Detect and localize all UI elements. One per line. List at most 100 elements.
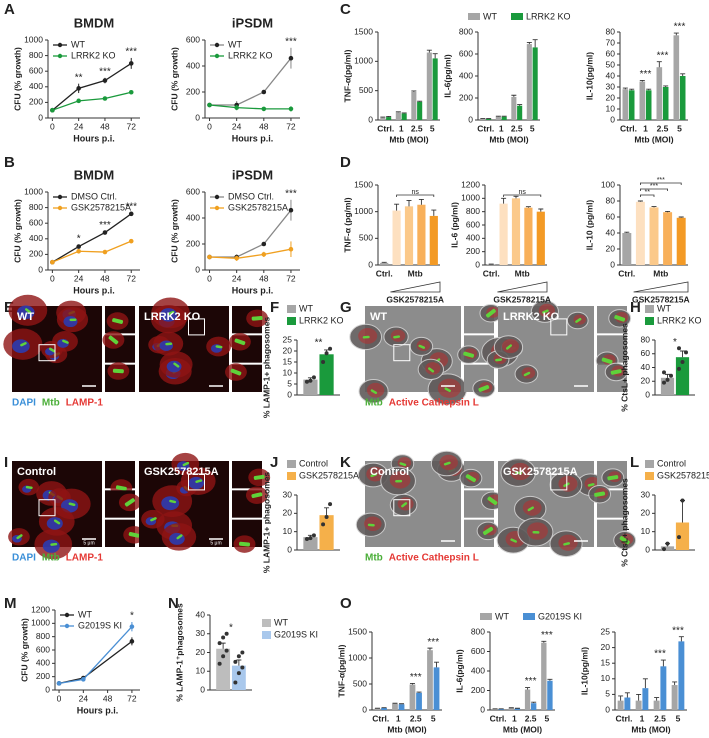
y-tick-label: 400	[29, 233, 43, 243]
y-tick-label: 60	[606, 211, 616, 221]
y-tick-label: 0	[287, 389, 292, 399]
y-tick-label: 10	[283, 367, 293, 377]
y-axis-label: CFU (% growth)	[19, 618, 29, 682]
error-bar	[629, 88, 635, 91]
y-tick-label: 1000	[24, 34, 43, 44]
error-bar	[381, 261, 387, 263]
bar	[530, 703, 537, 710]
y-tick-label: 80	[606, 195, 616, 205]
x-tick-label: 1	[512, 713, 517, 723]
bacterium	[367, 523, 375, 527]
error-bar	[416, 691, 422, 693]
bar	[429, 215, 438, 265]
significance: ***	[640, 69, 652, 80]
error-bar	[660, 659, 666, 667]
y-tick-label: 1000	[24, 186, 43, 196]
x-tick-label: 0	[207, 273, 212, 283]
panel-label: B	[4, 154, 15, 171]
micrograph	[481, 300, 594, 392]
y-tick-label: 1500	[348, 626, 367, 636]
bacterium	[182, 461, 190, 467]
bar	[395, 112, 401, 120]
x-axis-label: Mtb (MOI)	[389, 134, 428, 144]
legend-swatch	[262, 619, 271, 627]
y-tick-label: 0	[480, 704, 485, 714]
bar	[411, 91, 417, 120]
y-tick-label: 40	[641, 362, 651, 372]
bacterium	[165, 342, 173, 346]
legend-marker	[214, 205, 220, 211]
legend-label: Control	[299, 458, 328, 468]
series-line	[52, 91, 132, 111]
x-tick-label: 1	[399, 123, 404, 133]
y-axis-label: TNF-α (pg/ml)	[342, 197, 352, 252]
image-label: Control	[370, 466, 409, 478]
replicate-point	[680, 360, 685, 364]
bar	[401, 113, 407, 120]
bar	[374, 708, 381, 710]
y-tick-label: 50	[606, 59, 616, 69]
bacterium	[234, 338, 246, 346]
x-tick-label: Ctrl.	[618, 268, 635, 278]
x-tick-label: 5	[545, 713, 550, 723]
significance: ***	[654, 649, 666, 660]
significance: ***	[427, 637, 439, 648]
x-tick-label: 48	[103, 693, 113, 703]
nucleus	[17, 305, 35, 320]
y-tick-label: 400	[466, 233, 480, 243]
bar	[416, 692, 422, 710]
cathepsin	[509, 462, 531, 481]
legend-label: DMSO Ctrl.	[228, 191, 274, 201]
significance: ***	[541, 630, 553, 641]
x-tick-label: 1	[643, 123, 648, 133]
y-tick-label: 800	[471, 626, 485, 636]
data-point	[261, 89, 267, 95]
error-bar	[525, 687, 531, 690]
error-bar	[642, 678, 648, 689]
bar	[404, 206, 414, 265]
bacterium	[169, 499, 177, 504]
stain-label: Active Cathepsin L	[389, 398, 479, 409]
x-tick-label: 5	[676, 713, 681, 723]
micrograph	[105, 306, 135, 334]
significance: ***	[525, 676, 537, 687]
legend-label: G2019S KI	[538, 611, 582, 621]
replicate-point	[217, 661, 222, 666]
x-tick-label: 24	[79, 693, 89, 703]
panel-label: D	[340, 154, 351, 171]
series-line	[51, 62, 132, 111]
gradient-label: GSK2578215A	[493, 294, 551, 304]
error-bar	[427, 647, 433, 651]
y-axis-label: IL-10(pg/ml)	[584, 52, 594, 100]
data-point	[56, 681, 62, 686]
bacterium	[515, 471, 523, 475]
micrograph	[464, 519, 500, 547]
panel-label: J	[270, 454, 278, 471]
y-tick-label: 0	[287, 544, 292, 554]
bacterium	[173, 362, 180, 368]
error-bar	[532, 39, 538, 48]
y-tick-label: 5	[605, 689, 610, 699]
y-tick-label: 1500	[354, 179, 373, 189]
bacterium	[108, 335, 119, 345]
y-tick-label: 0	[45, 684, 50, 694]
y-tick-label: 600	[29, 217, 43, 227]
bacterium	[506, 344, 512, 350]
y-tick-label: 800	[466, 206, 480, 216]
significance: *	[229, 622, 233, 633]
replicate-point	[224, 631, 229, 636]
y-tick-label: 30	[196, 628, 206, 638]
bar	[639, 81, 646, 120]
bacterium	[251, 492, 263, 499]
bacterium	[253, 474, 265, 480]
bacterium	[25, 308, 32, 314]
bar	[524, 689, 531, 710]
bacterium	[68, 502, 76, 507]
bacterium	[395, 479, 403, 483]
bacterium	[428, 367, 435, 373]
bacterium	[478, 385, 490, 392]
bar	[624, 697, 631, 710]
data-point	[76, 248, 81, 254]
y-axis-label: CFU (% growth)	[12, 47, 22, 111]
cathepsin	[437, 378, 461, 398]
